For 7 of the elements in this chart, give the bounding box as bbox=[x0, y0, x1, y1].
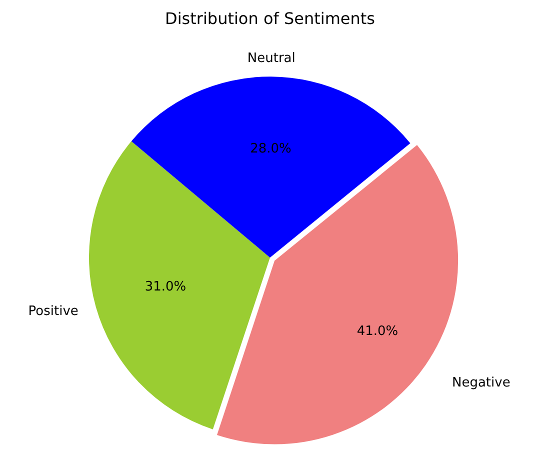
slice-label: Neutral bbox=[247, 50, 296, 66]
data-label: 31.0% bbox=[144, 280, 186, 295]
slice-label: Positive bbox=[28, 304, 78, 320]
chart-title: Distribution of Sentiments bbox=[165, 8, 375, 28]
slice-label: Negative bbox=[452, 376, 510, 391]
data-label: 41.0% bbox=[356, 324, 398, 340]
data-label: 28.0% bbox=[250, 141, 292, 156]
